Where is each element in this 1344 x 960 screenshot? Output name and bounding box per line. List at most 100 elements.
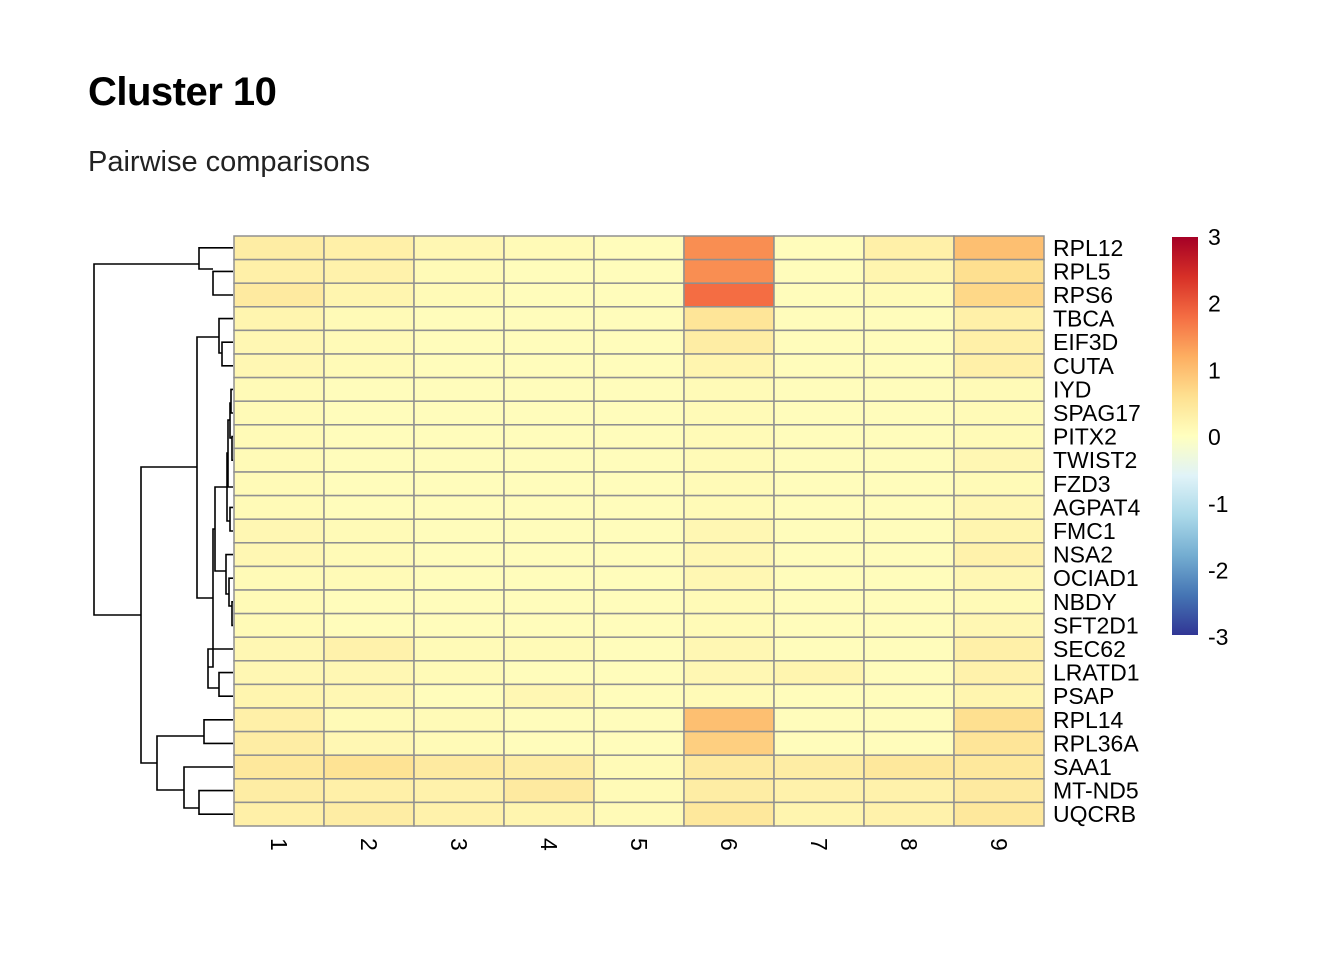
heatmap-cell	[323, 683, 415, 709]
heatmap-cell	[503, 707, 595, 733]
heatmap-cell	[503, 282, 595, 308]
heatmap-cell	[323, 471, 415, 497]
heatmap-cell	[323, 589, 415, 615]
legend-tick-label: 0	[1208, 424, 1221, 450]
heatmap-cell	[863, 258, 955, 284]
heatmap-cell	[323, 518, 415, 544]
column-label: 3	[446, 838, 472, 851]
heatmap-cell	[233, 589, 325, 615]
heatmap-cell	[323, 282, 415, 308]
heatmap-cell	[773, 542, 865, 568]
heatmap-cell	[503, 683, 595, 709]
heatmap-cell	[863, 282, 955, 308]
chart-title: Cluster 10	[88, 70, 277, 114]
heatmap-cell	[233, 329, 325, 355]
heatmap-cell	[773, 424, 865, 450]
heatmap-cell	[323, 306, 415, 332]
legend-color-bar	[1172, 237, 1198, 635]
heatmap-cell	[593, 306, 685, 332]
heatmap-cell	[413, 235, 505, 261]
heatmap-cell	[233, 447, 325, 473]
dendrogram-branch	[140, 466, 197, 764]
heatmap-cell	[413, 565, 505, 591]
heatmap-cell	[863, 660, 955, 686]
heatmap-cell	[233, 494, 325, 520]
row-label: MT-ND5	[1053, 778, 1139, 804]
dendrogram-branch	[231, 435, 233, 462]
dendrogram-branch	[212, 270, 233, 296]
heatmap-cell	[593, 329, 685, 355]
heatmap-cell	[773, 494, 865, 520]
heatmap-cell	[323, 754, 415, 780]
heatmap-cell	[773, 400, 865, 426]
dendrogram-branch	[198, 789, 233, 816]
heatmap-cell	[593, 424, 685, 450]
row-label: RPS6	[1053, 282, 1113, 308]
heatmap-cell	[593, 518, 685, 544]
heatmap-cell	[413, 353, 505, 379]
heatmap-cell	[683, 424, 775, 450]
heatmap-cell	[683, 730, 775, 756]
heatmap-cell	[863, 471, 955, 497]
heatmap-cell	[593, 471, 685, 497]
heatmap-cell	[953, 447, 1045, 473]
heatmap-cell	[593, 754, 685, 780]
heatmap-cell	[593, 282, 685, 308]
heatmap-cell	[953, 282, 1045, 308]
heatmap-cell	[593, 400, 685, 426]
heatmap-cell	[593, 542, 685, 568]
legend-tick-label: 3	[1208, 224, 1221, 250]
heatmap-cell	[323, 707, 415, 733]
heatmap-cell	[503, 518, 595, 544]
dendrogram-branch	[218, 671, 233, 698]
heatmap-cell	[323, 400, 415, 426]
heatmap-cell	[593, 235, 685, 261]
heatmap-cell	[953, 494, 1045, 520]
heatmap-cell	[593, 707, 685, 733]
heatmap-cell	[863, 542, 955, 568]
heatmap-cell	[413, 589, 505, 615]
heatmap-cell	[323, 424, 415, 450]
heatmap-cell	[503, 471, 595, 497]
heatmap-cell	[683, 518, 775, 544]
row-dendrogram	[93, 247, 233, 816]
heatmap-cell	[683, 258, 775, 284]
heatmap-cell	[233, 306, 325, 332]
heatmap-cell	[773, 565, 865, 591]
heatmap-cell	[413, 683, 505, 709]
heatmap-cell	[773, 801, 865, 827]
heatmap-cell	[413, 778, 505, 804]
row-label: SFT2D1	[1053, 612, 1139, 638]
heatmap-cell	[593, 447, 685, 473]
heatmap-cell	[683, 683, 775, 709]
heatmap-cell	[413, 612, 505, 638]
heatmap-cell	[503, 589, 595, 615]
heatmap-cell	[233, 612, 325, 638]
heatmap-cell	[413, 282, 505, 308]
heatmap-cell	[233, 660, 325, 686]
heatmap-cell	[863, 778, 955, 804]
heatmap-cell	[233, 471, 325, 497]
heatmap-cell	[593, 565, 685, 591]
heatmap-cell	[503, 636, 595, 662]
column-label: 9	[986, 838, 1012, 851]
row-label: TWIST2	[1053, 447, 1137, 473]
legend-tick-label: 2	[1208, 291, 1221, 317]
legend-tick-label: 1	[1208, 357, 1221, 383]
heatmap-cell	[593, 589, 685, 615]
heatmap-cell	[413, 660, 505, 686]
heatmap-cell	[503, 258, 595, 284]
row-label: RPL14	[1053, 707, 1124, 733]
legend-tick-label: -2	[1208, 558, 1228, 584]
heatmap-cell	[863, 329, 955, 355]
dendrogram-branch	[230, 388, 233, 414]
legend-tick-label: -3	[1208, 624, 1228, 650]
heatmap-cell	[413, 424, 505, 450]
row-label: IYD	[1053, 376, 1091, 402]
heatmap-cell	[863, 518, 955, 544]
heatmap-cell	[413, 306, 505, 332]
dendrogram-branch	[228, 577, 233, 607]
dendrogram-branch	[93, 263, 199, 616]
heatmap-cell	[503, 329, 595, 355]
heatmap-cell	[773, 306, 865, 332]
